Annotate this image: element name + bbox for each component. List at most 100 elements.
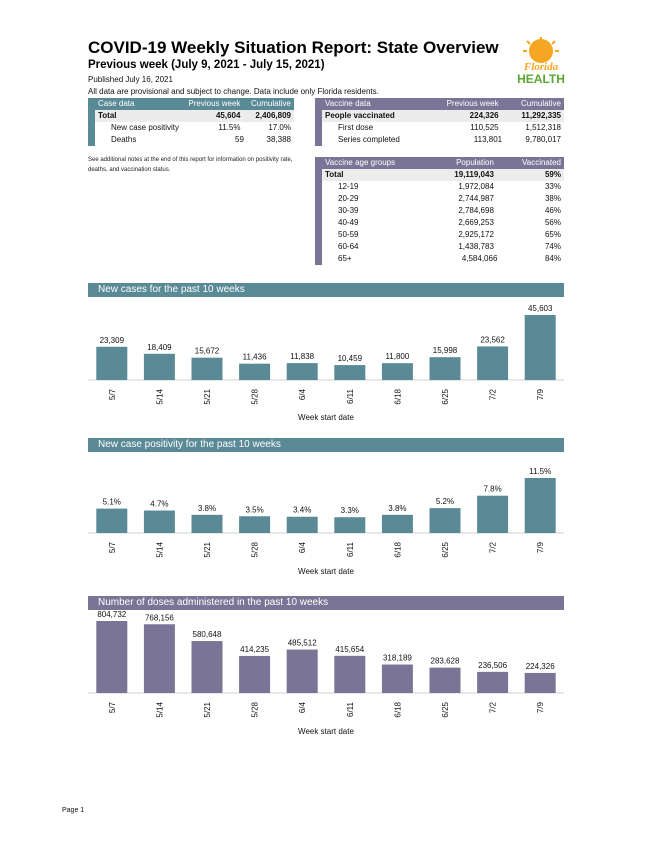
positivity-bar-chart: 5.1% 5/7 4.7% 5/14 3.8% 5/21 3.5% 5/28 3.4% 6/4 3.… (88, 467, 564, 558)
data-label: 11,800 (385, 352, 409, 361)
age-header-pop: Population (431, 157, 501, 169)
x-tick-label: 5/7 (108, 388, 117, 400)
row-pop: 1,438,783 (458, 242, 494, 251)
row-prev: 11.5% (218, 123, 241, 132)
row-label: 40-49 (315, 217, 432, 229)
bar-5-21 (191, 357, 223, 380)
row-label: 60-64 (315, 241, 432, 253)
chart-title-positivity: New case positivity for the past 10 week… (88, 438, 564, 452)
row-cum: 38,388 (266, 135, 291, 144)
row-cum: 2,406,809 (246, 110, 294, 122)
row-label: First dose (315, 122, 427, 134)
data-label: 318,189 (383, 654, 412, 663)
bar-6-25 (429, 508, 461, 533)
data-label: 15,998 (433, 346, 458, 355)
bar-7-2 (477, 671, 509, 693)
row-prev: 59 (235, 135, 244, 144)
bar-6-11 (334, 655, 366, 693)
row-vax: 65% (544, 230, 561, 239)
row-vax: 33% (544, 182, 561, 191)
row-label: 20-29 (315, 193, 432, 205)
table-row: Total 45,604 2,406,809 (88, 110, 294, 122)
age-header-label: Vaccine age groups (315, 157, 432, 169)
table-row: 40-49 2,669,253 56% (315, 217, 565, 229)
data-label: 485,512 (288, 639, 317, 648)
data-label: 23,562 (480, 335, 505, 344)
x-tick-label: 6/11 (346, 541, 355, 557)
new-cases-bar-chart: 23,309 5/7 18,409 5/14 15,672 5/21 11,436 5/28 1… (88, 304, 564, 405)
chart-title-doses: Number of doses administered in the past… (88, 596, 564, 610)
row-label: People vaccinated (315, 110, 427, 122)
data-label: 23,309 (100, 336, 125, 345)
x-tick-label: 5/14 (155, 541, 164, 557)
case-header-cum: Cumulative (246, 98, 294, 110)
data-label: 45,603 (528, 304, 553, 313)
x-tick-label: 6/4 (298, 541, 307, 553)
table-row: 50-59 2,925,172 65% (315, 229, 565, 241)
table-row: 30-39 2,784,698 46% (315, 205, 565, 217)
x-tick-label: 6/18 (393, 388, 402, 404)
chart-title-new-cases: New cases for the past 10 weeks (88, 283, 564, 297)
x-tick-label: 5/7 (108, 701, 117, 713)
x-tick-label: 7/2 (489, 388, 498, 400)
data-label: 224,326 (526, 662, 555, 671)
data-label: 18,409 (147, 343, 172, 352)
row-pop: 2,669,253 (458, 218, 494, 227)
published-date: Published July 16, 2021 (88, 75, 173, 84)
x-tick-label: 7/9 (536, 388, 545, 400)
data-label: 3.5% (245, 505, 263, 514)
row-pop: 1,972,084 (458, 182, 494, 191)
row-label: Series completed (315, 134, 427, 146)
case-header-prev: Previous week (184, 98, 247, 110)
table-row: 60-64 1,438,783 74% (315, 241, 565, 253)
x-tick-label: 5/7 (108, 541, 117, 553)
table-row: Deaths 59 38,388 (88, 134, 295, 146)
x-tick-label: 5/14 (155, 701, 164, 717)
x-tick-label: 5/28 (251, 701, 260, 717)
bar-5-28 (239, 655, 271, 693)
data-label: 804,732 (97, 610, 126, 619)
row-label: Deaths (88, 134, 185, 146)
data-label: 11.5% (529, 467, 551, 476)
row-label: Total (88, 110, 185, 122)
vaccine-header-cum: Cumulative (505, 98, 564, 110)
x-tick-label: 6/25 (441, 541, 450, 557)
x-tick-label: 6/18 (393, 701, 402, 717)
bar-6-11 (334, 517, 366, 533)
row-pop: 2,744,987 (458, 194, 494, 203)
row-prev: 113,801 (473, 135, 503, 144)
logo-text-health: HEALTH (517, 72, 565, 85)
row-vax: 84% (544, 254, 561, 263)
bar-7-2 (477, 495, 509, 533)
bar-7-9 (524, 672, 556, 693)
table-row: 65+ 4,584,066 84% (315, 253, 565, 265)
case-header-label: Case data (88, 98, 185, 110)
x-tick-label: 6/11 (346, 388, 355, 404)
bar-5-21 (191, 641, 223, 693)
x-tick-label: 7/9 (536, 541, 545, 553)
data-label: 3.8% (198, 504, 216, 513)
vaccine-age-table: Vaccine age groups Population Vaccinated… (315, 157, 564, 265)
vaccine-header-prev: Previous week (426, 98, 506, 110)
bar-7-9 (524, 478, 556, 533)
bar-6-4 (286, 649, 318, 693)
x-tick-label: 5/28 (251, 388, 260, 404)
row-cum: 1,512,318 (525, 123, 561, 132)
row-cum: 17.0% (268, 123, 291, 132)
row-cum: 9,780,017 (525, 135, 561, 144)
vaccine-data-table: Vaccine data Previous week Cumulative Pe… (315, 98, 564, 146)
x-tick-label: 6/25 (441, 388, 450, 404)
bar-5-7 (96, 508, 128, 533)
data-label: 5.2% (436, 497, 454, 506)
bar-5-28 (239, 363, 271, 380)
row-pop: 4,584,066 (461, 254, 498, 263)
bar-6-25 (429, 357, 461, 380)
table-row: Series completed 113,801 9,780,017 (315, 134, 565, 146)
row-label: 50-59 (315, 229, 432, 241)
data-label: 414,235 (240, 645, 269, 654)
data-label: 11,436 (243, 353, 267, 362)
data-label: 11,838 (290, 352, 314, 361)
row-pop: 2,925,172 (458, 230, 494, 239)
report-period: Previous week (July 9, 2021 - July 15, 2… (88, 59, 325, 71)
bar-5-14 (143, 510, 175, 533)
